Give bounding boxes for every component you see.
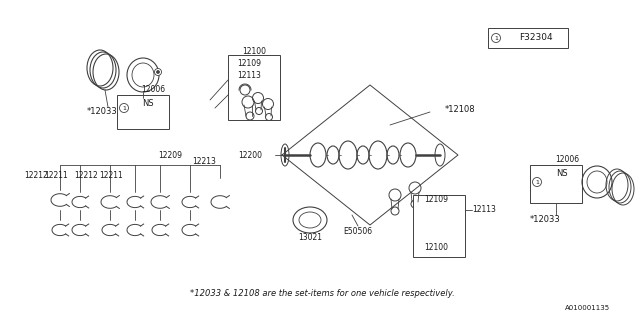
Text: NS: NS <box>556 169 568 178</box>
Text: 12100: 12100 <box>424 244 448 252</box>
Text: 12213: 12213 <box>192 157 216 166</box>
Text: *12108: *12108 <box>445 106 476 115</box>
Text: *12033: *12033 <box>530 215 561 225</box>
Text: 1: 1 <box>494 36 498 41</box>
Text: 12113: 12113 <box>237 71 261 81</box>
Bar <box>117 95 169 129</box>
Text: 12113: 12113 <box>472 205 496 214</box>
Text: NS: NS <box>142 99 154 108</box>
Text: 12209: 12209 <box>158 150 182 159</box>
Text: 1: 1 <box>122 106 126 110</box>
Circle shape <box>532 178 541 187</box>
Text: 1: 1 <box>535 180 539 185</box>
Text: F32304: F32304 <box>519 34 553 43</box>
Circle shape <box>157 70 159 74</box>
Circle shape <box>492 34 500 43</box>
Text: *12033: *12033 <box>86 108 117 116</box>
Text: 12109: 12109 <box>424 196 448 204</box>
Text: E50506: E50506 <box>344 228 372 236</box>
Text: A010001135: A010001135 <box>565 305 610 311</box>
Bar <box>413 195 465 257</box>
Text: 12211: 12211 <box>99 171 123 180</box>
Bar <box>488 28 568 48</box>
Bar <box>530 165 582 203</box>
Bar <box>228 55 280 120</box>
Circle shape <box>154 68 161 76</box>
Text: *12033 & 12108 are the set-items for one vehicle respectively.: *12033 & 12108 are the set-items for one… <box>190 290 455 299</box>
Text: 12212: 12212 <box>74 171 98 180</box>
Text: 12200: 12200 <box>238 150 262 159</box>
Text: 12212: 12212 <box>24 171 48 180</box>
Circle shape <box>120 103 129 113</box>
Text: 12109: 12109 <box>237 59 261 68</box>
Text: 13021: 13021 <box>298 233 322 242</box>
Text: 12006: 12006 <box>141 85 165 94</box>
Text: 12006: 12006 <box>555 156 579 164</box>
Text: 12100: 12100 <box>242 46 266 55</box>
Text: 12211: 12211 <box>44 171 68 180</box>
